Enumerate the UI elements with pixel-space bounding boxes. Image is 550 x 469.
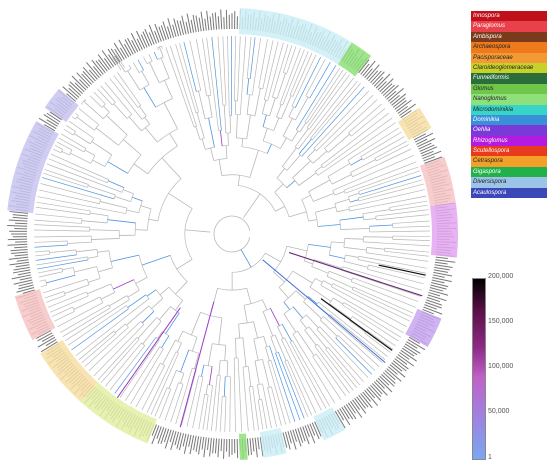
legend-item: Gigaspora	[471, 166, 547, 178]
clade-highlight	[80, 382, 158, 444]
clade-highlight	[14, 289, 56, 341]
legend-item: Oehlia	[471, 125, 547, 136]
scale-tick-100k: 100,000	[488, 363, 514, 370]
legend-item: Archaeospora	[471, 42, 547, 53]
clade-highlight	[419, 156, 456, 207]
legend-item: Acaulospora	[471, 187, 547, 199]
legend-item: Rhizoglomus	[471, 135, 547, 147]
clade-highlight	[337, 42, 372, 77]
phylogenetic-tree	[7, 8, 459, 460]
legend-item: Diversispora	[471, 177, 547, 188]
legend-item: Funneliformis	[471, 73, 547, 84]
tree-branches	[34, 35, 430, 432]
legend-item: Microdominikia	[471, 104, 547, 115]
clade-highlight	[7, 121, 59, 214]
scale-tick-max: 200,000	[488, 273, 514, 280]
clade-highlight	[238, 433, 248, 460]
legend-item: Cetraspora	[471, 156, 547, 167]
legend-item: Ambispora	[471, 31, 547, 43]
clade-highlight	[397, 107, 432, 141]
legend-item: Pacisporaceae	[471, 52, 547, 63]
scale-tick-50k: 50,000	[488, 408, 510, 415]
color-scale-legend: 200,000 150,000 100,000 50,000 1	[470, 273, 550, 464]
scale-tick-min: 1	[488, 454, 492, 461]
clade-highlight	[40, 339, 99, 402]
legend-item: Paraglomus	[471, 21, 547, 32]
legend-item: Glomus	[471, 83, 547, 95]
legend-item: Nanoglomus	[471, 94, 547, 105]
legend-item: Dominikia	[471, 114, 547, 126]
legend-item: Innospora	[471, 11, 547, 22]
clade-highlight	[238, 8, 352, 65]
clade-highlight	[405, 308, 442, 347]
genus-legend: Innospora Paraglomus Ambispora Archaeospora…	[471, 11, 547, 199]
clade-highlight	[430, 202, 459, 258]
legend-item: Claroideoglomeraceae	[471, 62, 547, 74]
legend-item: Scutellospora	[471, 146, 547, 157]
clade-highlight	[44, 88, 79, 123]
clade-highlight	[259, 428, 287, 458]
color-scale-bar	[472, 278, 486, 460]
clade-highlight	[313, 407, 345, 441]
scale-tick-150k: 150,000	[488, 318, 514, 325]
